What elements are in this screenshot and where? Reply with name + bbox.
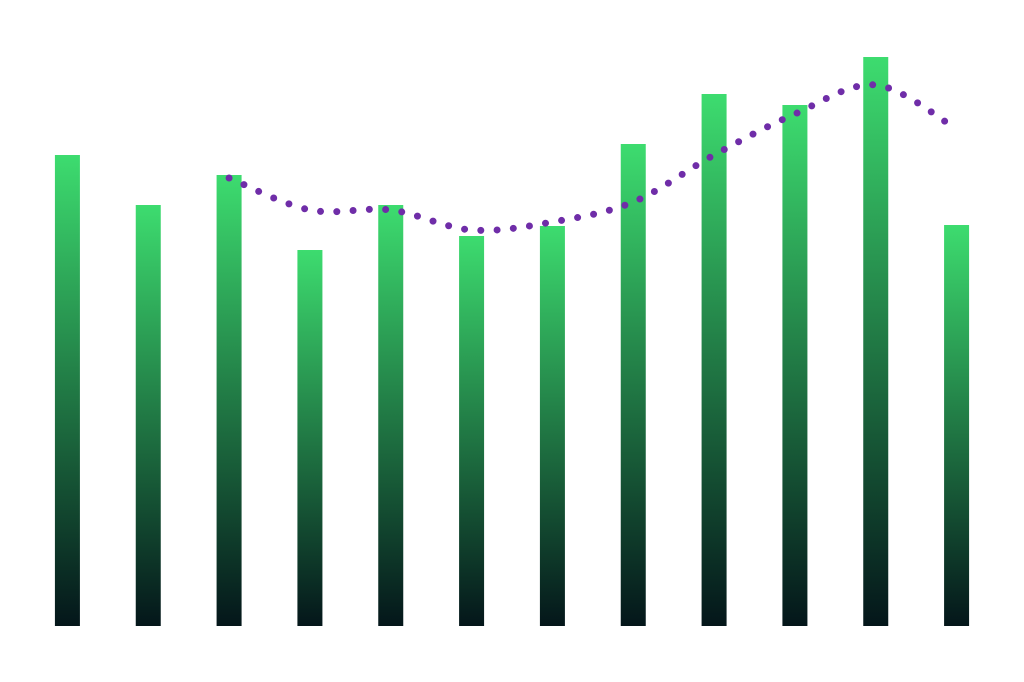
bar (863, 57, 889, 626)
bar (297, 250, 323, 626)
bar (459, 236, 485, 626)
line (225, 81, 961, 234)
bar (701, 94, 727, 626)
bar (54, 155, 80, 626)
bar (620, 144, 646, 626)
bar (135, 205, 161, 626)
bar (539, 226, 565, 626)
bar (378, 205, 404, 626)
bar (216, 175, 242, 626)
bar (782, 105, 808, 626)
bar (944, 225, 970, 626)
